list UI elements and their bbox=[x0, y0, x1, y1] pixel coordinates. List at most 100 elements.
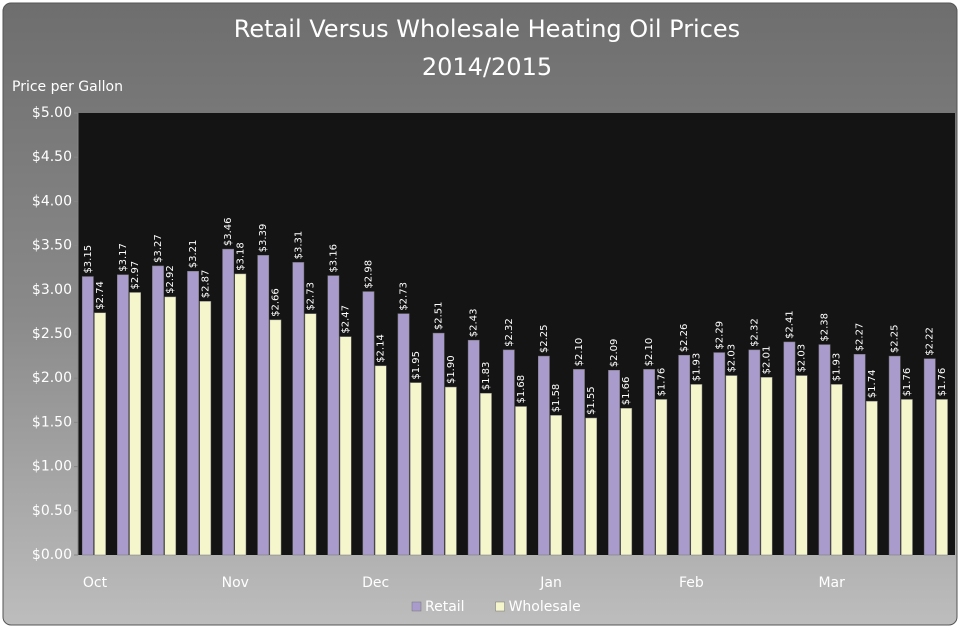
bar bbox=[888, 355, 901, 556]
bar bbox=[678, 354, 691, 556]
value-label: $3.17 bbox=[118, 243, 129, 272]
bar bbox=[502, 349, 515, 556]
legend-swatch bbox=[411, 601, 422, 612]
bar bbox=[432, 332, 445, 556]
bar bbox=[444, 386, 457, 556]
value-label: $1.93 bbox=[832, 353, 843, 382]
y-tick-label: $2.50 bbox=[32, 326, 72, 342]
bar bbox=[292, 262, 305, 556]
value-label: $2.32 bbox=[749, 318, 760, 347]
bar bbox=[537, 355, 550, 556]
bar bbox=[725, 375, 738, 556]
value-label: $2.43 bbox=[469, 309, 480, 338]
bar bbox=[573, 369, 585, 556]
bar bbox=[397, 313, 410, 556]
value-label: $2.09 bbox=[609, 339, 620, 368]
value-label: $1.76 bbox=[656, 368, 667, 397]
value-label: $2.27 bbox=[855, 323, 866, 352]
bar bbox=[713, 352, 726, 556]
value-label: $2.98 bbox=[363, 260, 374, 289]
value-label: $2.74 bbox=[95, 281, 106, 310]
value-label: $2.03 bbox=[726, 344, 737, 373]
value-label: $2.73 bbox=[306, 282, 317, 311]
value-label: $1.66 bbox=[621, 377, 632, 406]
value-label: $2.14 bbox=[376, 334, 387, 363]
bar bbox=[234, 273, 247, 556]
y-tick-label: $5.00 bbox=[32, 105, 72, 121]
value-label: $1.74 bbox=[867, 370, 878, 399]
bar bbox=[94, 312, 106, 556]
bar bbox=[222, 248, 235, 556]
value-label: $3.16 bbox=[328, 244, 339, 273]
bar bbox=[164, 296, 177, 556]
bar bbox=[257, 255, 270, 556]
x-tick-label: Oct bbox=[83, 575, 108, 591]
value-label: $2.73 bbox=[399, 282, 410, 311]
value-label: $2.41 bbox=[784, 310, 795, 339]
bar bbox=[936, 399, 948, 556]
value-label: $3.15 bbox=[83, 245, 94, 274]
value-label: $3.21 bbox=[188, 240, 199, 269]
bar bbox=[760, 377, 773, 556]
value-label: $2.66 bbox=[270, 288, 281, 317]
chart-subtitle: 2014/2015 bbox=[422, 53, 552, 81]
y-tick-label: $4.00 bbox=[32, 193, 72, 209]
y-tick-label: $1.00 bbox=[32, 459, 72, 475]
bar bbox=[199, 301, 212, 556]
value-label: $1.90 bbox=[446, 355, 457, 384]
bar bbox=[550, 415, 562, 556]
x-tick-label: Jan bbox=[539, 575, 562, 591]
bar bbox=[467, 339, 480, 556]
value-label: $1.76 bbox=[937, 368, 948, 397]
value-label: $2.47 bbox=[341, 305, 352, 334]
bar bbox=[374, 365, 387, 556]
legend-swatch bbox=[495, 601, 505, 612]
bar bbox=[690, 384, 703, 556]
bar bbox=[362, 291, 375, 556]
value-label: $2.38 bbox=[820, 313, 831, 342]
y-tick-label: $1.50 bbox=[32, 414, 72, 430]
legend-label: Retail bbox=[425, 599, 465, 615]
x-tick-label: Feb bbox=[679, 575, 704, 591]
value-label: $3.18 bbox=[235, 242, 246, 271]
value-label: $1.95 bbox=[411, 351, 422, 380]
value-label: $3.27 bbox=[153, 234, 164, 263]
value-label: $1.93 bbox=[691, 353, 702, 382]
bar bbox=[923, 358, 936, 556]
bar bbox=[187, 270, 199, 556]
value-label: $1.76 bbox=[902, 368, 913, 397]
bar bbox=[655, 399, 668, 556]
bar bbox=[783, 341, 796, 556]
y-axis-label: Price per Gallon bbox=[12, 79, 123, 95]
bar bbox=[865, 400, 878, 556]
y-tick-label: $4.50 bbox=[32, 149, 72, 165]
bar bbox=[129, 292, 141, 556]
bar bbox=[269, 319, 282, 556]
value-label: $3.39 bbox=[258, 224, 269, 253]
value-label: $2.29 bbox=[714, 321, 725, 350]
bar bbox=[327, 275, 340, 556]
bar bbox=[643, 369, 655, 556]
value-label: $2.51 bbox=[434, 301, 445, 330]
bar bbox=[585, 417, 598, 556]
value-label: $2.22 bbox=[925, 327, 936, 356]
bar bbox=[409, 382, 422, 556]
bar bbox=[748, 349, 761, 556]
value-label: $1.83 bbox=[481, 362, 492, 391]
legend-label: Wholesale bbox=[509, 599, 581, 615]
bar bbox=[818, 344, 831, 556]
value-label: $1.68 bbox=[516, 375, 527, 404]
value-label: $2.10 bbox=[644, 338, 655, 367]
bar bbox=[795, 375, 808, 556]
value-label: $2.03 bbox=[797, 344, 808, 373]
bar bbox=[515, 406, 527, 556]
y-tick-label: $0.50 bbox=[32, 503, 72, 519]
chart-title: Retail Versus Wholesale Heating Oil Pric… bbox=[234, 15, 740, 43]
bar bbox=[620, 408, 633, 556]
y-tick-label: $0.00 bbox=[32, 547, 72, 563]
bar bbox=[304, 313, 317, 556]
bar bbox=[608, 369, 620, 556]
value-label: $3.31 bbox=[293, 231, 304, 260]
